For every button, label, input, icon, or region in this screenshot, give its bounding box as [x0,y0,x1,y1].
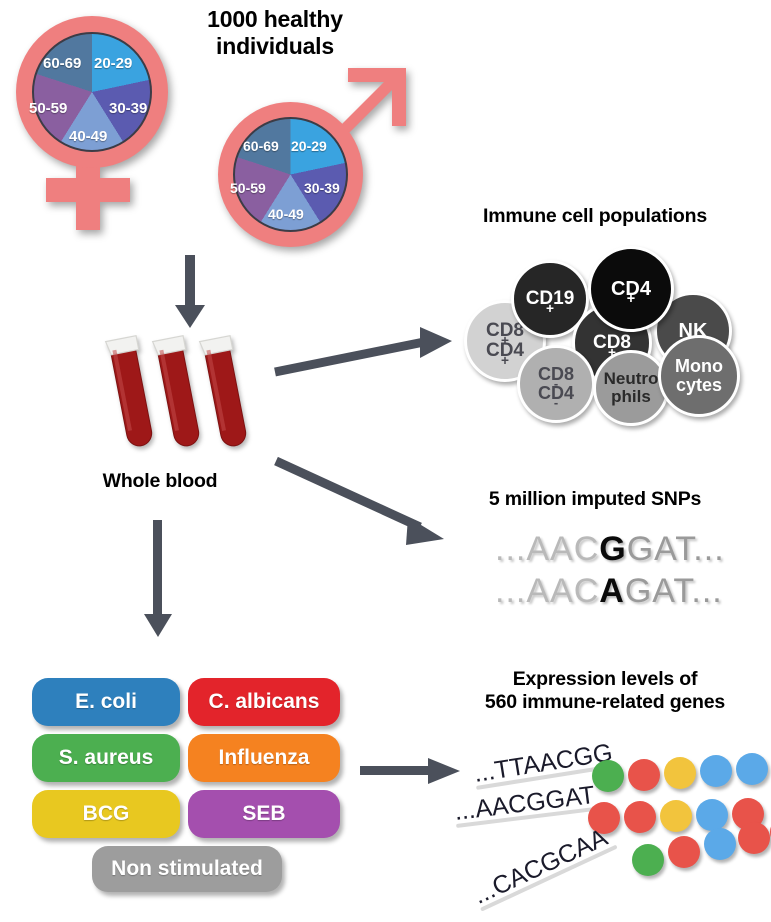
snp-variant-allele: G [599,530,627,568]
immune-cell-cd8n-cd4n[interactable]: CD8- CD4- [517,345,595,423]
arrow-blood-to-stimuli [140,520,176,640]
stimulus-c-albicans[interactable]: C. albicans [188,678,340,726]
stimulus-e-coli[interactable]: E. coli [32,678,180,726]
immune-cell-populations-group: CD8 + CD4 + CD19 + CD4 + NK CD8 + CD8- CD4- N… [450,240,771,426]
stimulus-s-aureus[interactable]: S. aureus [32,734,180,782]
stimuli-group: E. coli C. albicans S. aureus Influenza … [32,678,342,893]
female-gender-symbol: 60-69 20-29 50-59 30-39 40-49 [10,10,190,245]
male-gender-symbol: 60-69 20-29 50-59 30-39 40-49 [208,62,413,247]
pie-slice-label-50-59-male: 50-59 [230,180,266,196]
gene-dot [588,802,620,834]
section-title-expression: Expression levels of 560 immune-related … [450,668,760,714]
immune-cell-label-line1: CD8- [537,364,574,391]
stimulus-label: Non stimulated [111,857,263,880]
snp-sequence-row-2: ...AACAGAT... [495,572,723,611]
gene-dot [624,801,656,833]
stimulus-bcg[interactable]: BCG [32,790,180,838]
male-age-pie-chart [233,117,348,232]
arrow-stimuli-to-expression [360,752,465,792]
label-whole-blood: Whole blood [102,470,218,492]
immune-cell-label-line2: CD4- [537,383,574,410]
stimulus-label: Influenza [218,746,310,769]
stimulus-seb[interactable]: SEB [188,790,340,838]
gene-expression-strands-group: ...TTAACGG ...AACGGAT ...CACGCAA [453,738,771,915]
blood-tubes-group [100,330,260,460]
page-title-line-2: individuals [216,33,334,60]
gene-dot [736,753,768,785]
pie-slice-label-50-59: 50-59 [29,100,68,117]
immune-cell-label-line1: Neutro [603,369,659,389]
snp-suffix: GAT... [626,530,725,568]
pie-slice-label-40-49-male: 40-49 [268,206,304,222]
gene-dot [660,800,692,832]
pie-slice-label-40-49: 40-49 [69,128,108,145]
immune-cell-label-line1: Mono [675,356,723,377]
snp-prefix: ...AAC [495,572,600,610]
immune-cell-neutrophils[interactable]: Neutro phils [593,350,669,426]
stimulus-label: C. albicans [208,690,320,713]
page-title-line-1: 1000 healthy [207,6,343,32]
section-title-immune-cells: Immune cell populations [482,205,707,227]
gene-dot [738,822,770,854]
female-age-pie-chart [32,32,152,152]
stimulus-influenza[interactable]: Influenza [188,734,340,782]
immune-cell-label-line2: cytes [675,375,723,395]
pie-slice-label-60-69-male: 60-69 [243,138,279,154]
gene-dot [632,844,664,876]
snp-suffix: GAT... [624,572,723,610]
pie-slice-label-20-29-male: 20-29 [291,138,327,154]
immune-cell-cd19p[interactable]: CD19 + [511,260,589,338]
page-title-cohort: 1000 healthy individuals [160,6,390,60]
stimulus-label: BCG [82,802,130,825]
immune-cell-label: CD4 + [610,277,651,308]
gene-strand-2: ...AACGGAT [453,781,601,828]
gene-dot [592,760,624,792]
blood-tube [194,334,254,469]
female-symbol-crossbar [46,178,130,202]
pie-slice-label-30-39: 30-39 [109,100,148,117]
gene-strand-3: ...CACGCAA [469,823,618,912]
arrow-blood-to-immune [272,325,457,380]
stimulus-label: SEB [242,802,286,825]
snp-sequence-row-1: ...AACGGAT... [495,530,725,569]
gene-strand-sequence: ...CACGCAA [469,823,612,910]
gene-dot [704,828,736,860]
snp-variant-allele: A [599,572,625,610]
stimulus-label: S. aureus [58,746,154,769]
arrow-blood-to-snps [272,455,457,550]
section-title-snps: 5 million imputed SNPs [488,488,702,510]
gene-dot [700,755,732,787]
gene-dot [696,799,728,831]
expression-title-line-1: Expression levels of [512,668,698,690]
gene-strand-sequence: ...AACGGAT [452,780,597,826]
gene-dot [664,757,696,789]
immune-cell-label: CD8 + [592,332,631,360]
immune-cell-cd4p[interactable]: CD4 + [588,246,674,332]
immune-cell-label-line2: CD4 + [485,340,524,368]
expression-title-line-2: 560 immune-related genes [484,691,726,713]
arrow-cohort-to-blood [172,255,208,331]
gene-dot [628,759,660,791]
snp-prefix: ...AAC [495,530,600,568]
gene-dot [668,836,700,868]
pie-slice-label-60-69: 60-69 [43,55,82,72]
stimulus-non-stimulated[interactable]: Non stimulated [92,846,282,892]
pie-slice-label-30-39-male: 30-39 [304,180,340,196]
male-symbol-arrow [336,68,406,136]
immune-cell-monocytes[interactable]: Mono cytes [658,335,740,417]
pie-slice-label-20-29: 20-29 [94,55,133,72]
stimulus-label: E. coli [75,690,137,713]
immune-cell-label-line1: CD8 + [485,320,524,348]
immune-cell-label-line2: phils [611,387,651,406]
immune-cell-label: CD19 + [525,288,575,316]
blood-tube [147,334,207,469]
blood-tube [100,334,160,469]
